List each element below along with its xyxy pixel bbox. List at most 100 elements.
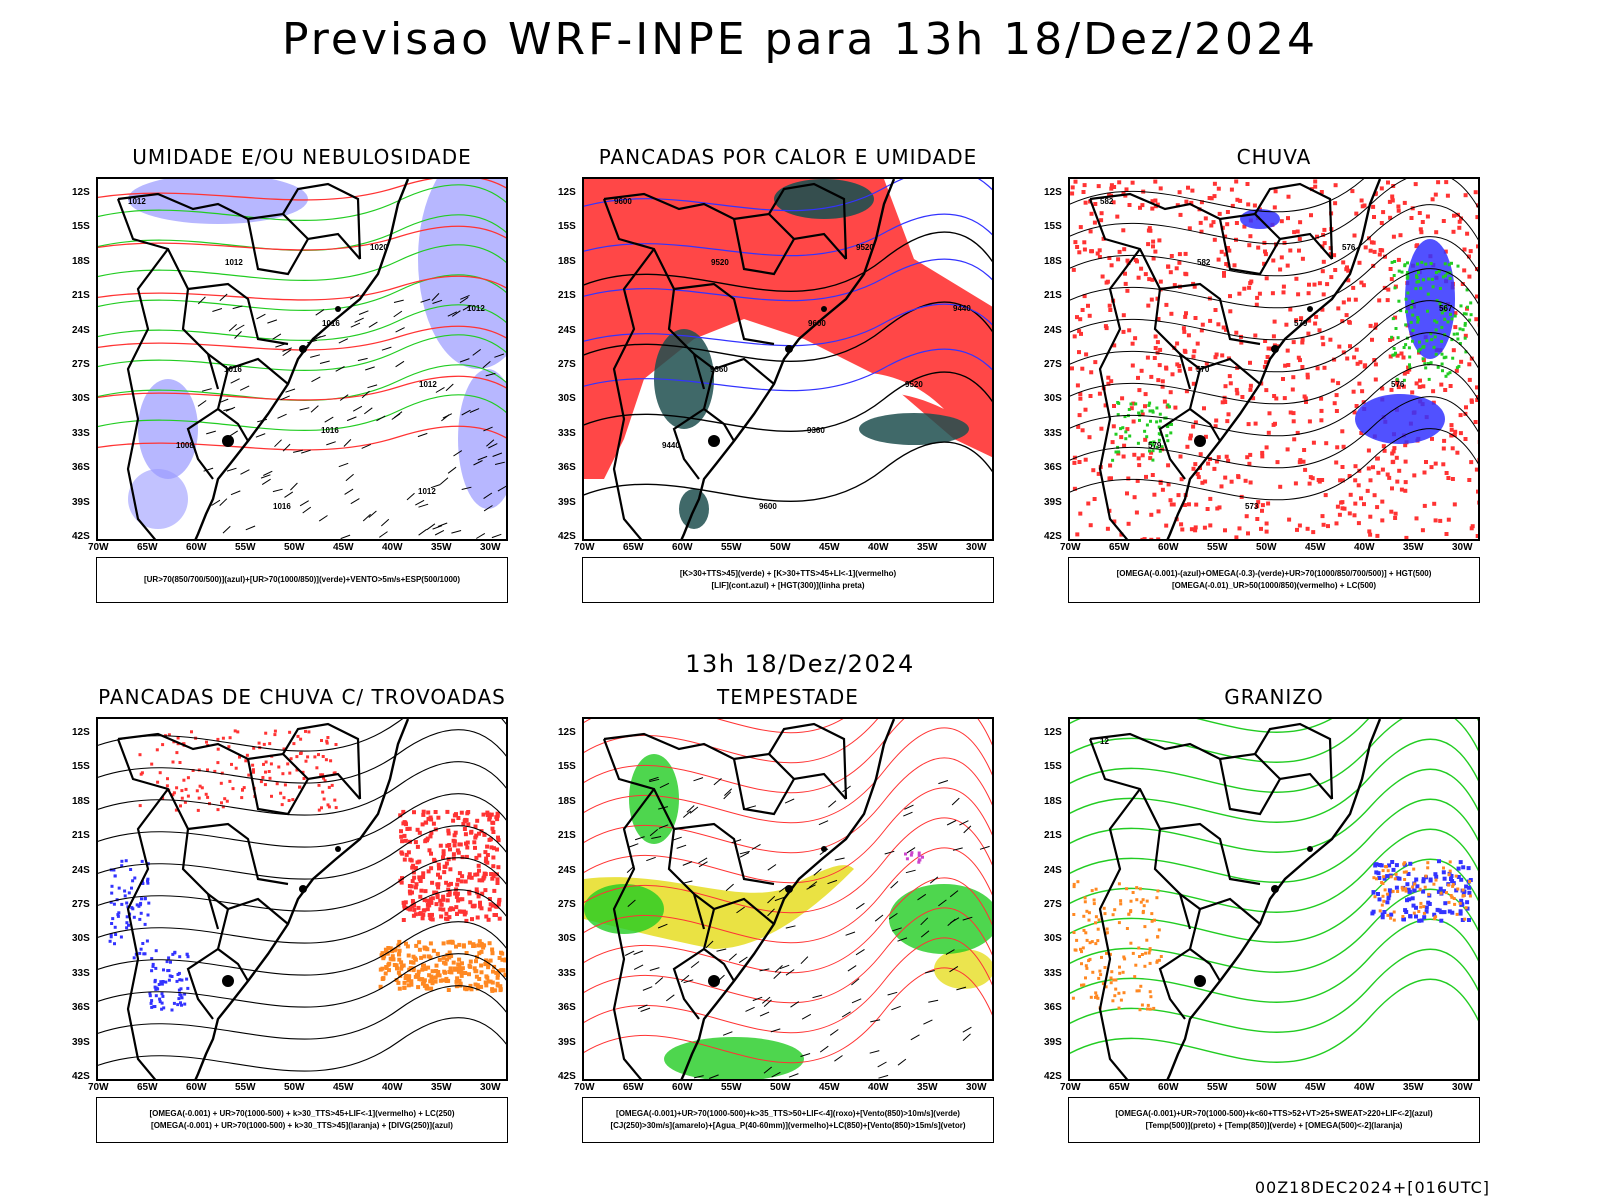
instability-orange-area — [387, 968, 391, 973]
humid-area — [1148, 409, 1152, 413]
rain-area — [1183, 251, 1188, 256]
rain-area — [1474, 467, 1478, 472]
divergence-area — [132, 956, 136, 960]
thunderstorm-area — [466, 822, 471, 827]
rain-area — [1088, 394, 1093, 398]
omega-orange-area — [1108, 952, 1112, 956]
rain-area — [1193, 316, 1198, 320]
instability-orange-area — [396, 980, 401, 985]
instability-orange-area — [479, 970, 484, 975]
omega-orange-area — [1442, 866, 1445, 870]
wind-vector — [949, 890, 959, 898]
country-border — [216, 368, 249, 442]
rain-area — [1177, 368, 1182, 373]
lake — [299, 885, 307, 893]
wind-vector — [938, 899, 947, 907]
rain-area — [1149, 297, 1154, 302]
rain-area — [1107, 193, 1112, 197]
rain-area — [1293, 481, 1298, 486]
rain-area — [1168, 498, 1173, 503]
divergence-area — [139, 947, 143, 951]
rain-area — [1395, 378, 1400, 383]
omega-orange-area — [1450, 895, 1454, 899]
divergence-area — [116, 914, 120, 918]
rain-area — [1368, 323, 1373, 328]
rain-area — [1169, 311, 1174, 316]
humid-area — [1402, 378, 1406, 382]
rain-area — [1251, 396, 1256, 401]
legend-line: [OMEGA(-0.001) + UR>70(1000-500) + k>30_… — [151, 1121, 453, 1130]
humid-area — [1395, 377, 1399, 381]
wind-vector — [445, 383, 454, 392]
wind-vector — [339, 394, 349, 401]
omega-orange-area — [1072, 882, 1076, 886]
instability-orange-area — [495, 981, 500, 986]
rain-area — [1454, 368, 1459, 373]
rain-area — [1313, 179, 1318, 184]
thunderstorm-area — [321, 790, 325, 794]
humid-area — [1124, 437, 1128, 441]
rain-area — [1355, 361, 1360, 366]
rain-area — [1080, 428, 1085, 433]
divergence-area — [127, 891, 131, 895]
rain-area — [1475, 294, 1478, 299]
rain-area — [1076, 424, 1081, 429]
instability-orange-area — [424, 983, 429, 988]
rain-area — [1183, 314, 1188, 319]
thunderstorm-area — [427, 848, 432, 853]
humid-area — [1169, 431, 1173, 435]
rain-area — [1255, 295, 1260, 300]
wind-vector — [651, 836, 662, 839]
rain-area — [1333, 201, 1338, 206]
wind-vector — [343, 439, 352, 447]
rain-area — [1211, 220, 1216, 225]
rain-area — [1403, 480, 1408, 485]
rain-area — [1140, 537, 1145, 539]
wind-vector — [338, 462, 349, 468]
country-border — [1098, 248, 1141, 539]
thunderstorm-area — [453, 891, 458, 896]
instability-orange-area — [488, 958, 493, 963]
rain-area — [1305, 375, 1310, 380]
rain-area — [1288, 307, 1293, 312]
humid-area — [1391, 317, 1395, 321]
thunderstorm-area — [197, 768, 201, 772]
divergence-area — [164, 980, 168, 984]
rain-area — [1109, 186, 1114, 191]
thunderstorm-area — [410, 890, 414, 895]
rain-area — [1449, 423, 1454, 428]
wind-850-area — [889, 884, 992, 954]
temperature-850-contour — [1070, 719, 1478, 763]
rain-area — [1188, 366, 1193, 371]
thunderstorm-area — [463, 832, 468, 837]
rain-area — [1444, 471, 1449, 475]
rain-area — [1088, 229, 1093, 234]
divergence-area — [146, 881, 150, 885]
country-border — [126, 248, 169, 539]
wind-vector — [284, 491, 294, 498]
thunderstorm-area — [179, 804, 182, 808]
divergence-area — [138, 903, 142, 907]
divergence-area — [146, 913, 150, 917]
instability-orange-area — [407, 974, 412, 979]
humid-area — [1390, 335, 1394, 339]
wind-vector — [962, 1033, 971, 1041]
omega-orange-area — [1392, 910, 1396, 914]
wind-vector — [888, 912, 898, 920]
rain-area — [1217, 211, 1222, 216]
omega-orange-area — [1094, 995, 1097, 999]
thunderstorm-area — [421, 875, 426, 879]
omega-orange-area — [1117, 921, 1121, 925]
thunderstorm-area — [421, 871, 426, 876]
thunderstorm-area — [436, 815, 441, 820]
humid-area — [1394, 351, 1397, 355]
wind-vector — [263, 470, 273, 476]
longitude-tick-label: 35W — [431, 1082, 452, 1093]
rain-area — [1402, 200, 1407, 205]
thunderstorm-area — [182, 778, 186, 782]
hail-area — [1427, 902, 1432, 906]
latitude-tick-label: 21S — [1044, 290, 1062, 302]
thunderstorm-area — [409, 858, 414, 863]
wind-vector — [745, 1006, 755, 1012]
coastline — [680, 719, 896, 1079]
